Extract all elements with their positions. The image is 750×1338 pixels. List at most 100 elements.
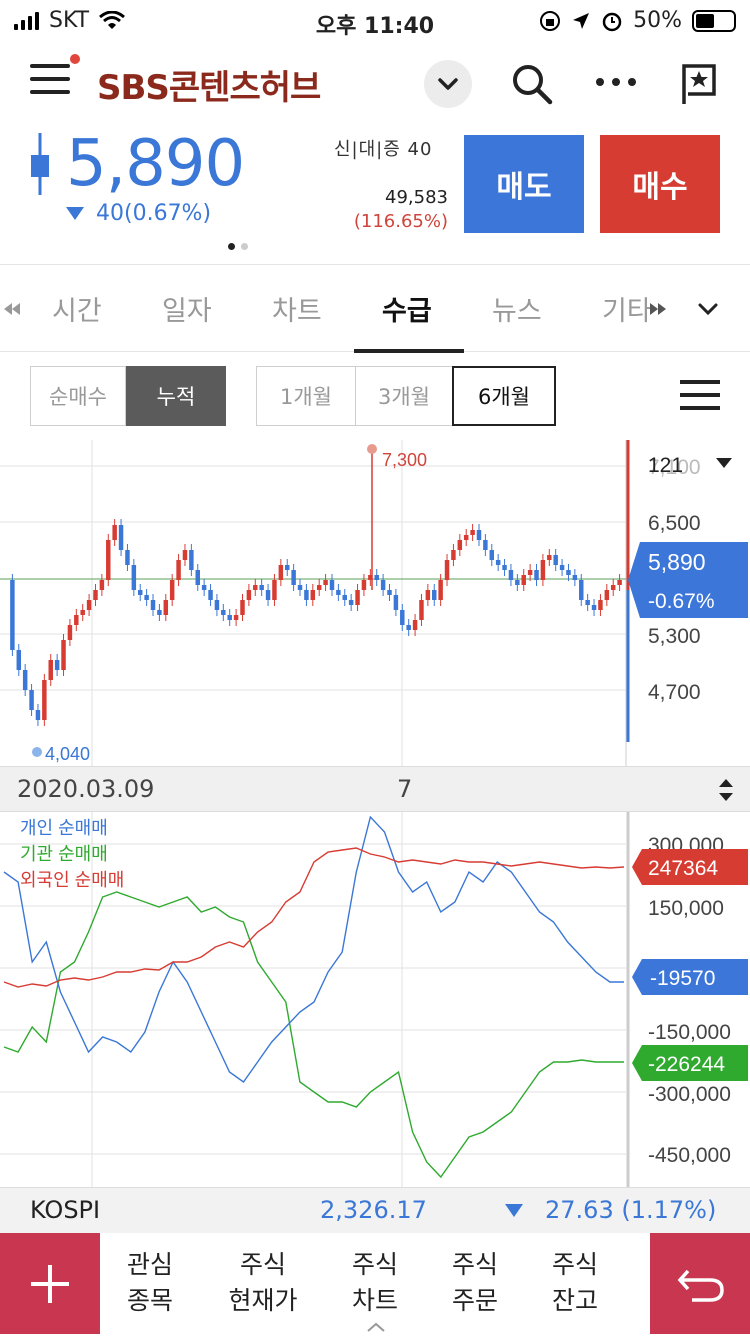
individual-value-tag [642,959,748,995]
tab-chart[interactable]: 차트 [272,296,322,327]
nav-current-price[interactable]: 주식 현재가 [213,1247,313,1319]
candle-body [125,550,130,565]
candle-body [527,570,533,575]
candle-body [214,600,220,610]
bookmark-flag-icon[interactable] [680,62,720,106]
candle-body [521,575,526,585]
bottom-nav: 관심 종목 주식 현재가 주식 차트 주식 주문 주식 잔고 [0,1233,750,1334]
back-button[interactable] [650,1233,750,1334]
lock-rotation-icon [540,10,561,31]
tab-daily[interactable]: 일자 [162,296,212,327]
axis-label-6500: 6,500 [648,512,701,535]
candle-body [29,690,34,710]
candle-body [406,625,411,630]
candle-body [355,590,360,605]
candle-body [99,580,105,590]
list-menu-icon[interactable] [680,380,720,419]
candle-body [617,580,622,585]
candle-body [67,625,73,640]
buy-button[interactable]: 매수 [600,135,720,233]
nav-chart[interactable]: 주식 차트 [325,1247,425,1319]
candle-body [572,575,578,580]
series-individual-line [3,815,624,1083]
nav-balance[interactable]: 주식 잔고 [525,1247,625,1319]
wifi-icon [99,10,126,29]
clock: 오후 11:40 [315,14,435,39]
candle-body [131,565,137,590]
institution-value: -226244 [648,1053,725,1076]
tab-supply[interactable]: 수급 [382,296,432,327]
axis-dropdown-icon[interactable] [716,458,732,468]
kospi-ticker[interactable]: KOSPI 2,326.17 27.63 (1.17%) [0,1187,750,1233]
individual-value: -19570 [650,967,715,990]
mode-net-buy[interactable]: 순매수 [30,366,126,426]
axis-label-7100: 7,100 [648,456,701,479]
candle-body [310,590,316,600]
candle-body [144,595,149,600]
candle-body [463,535,469,540]
stock-dropdown-button[interactable] [424,60,472,108]
tab-news[interactable]: 뉴스 [492,296,542,327]
mode-cumulative[interactable]: 누적 [126,366,226,426]
candle-body [585,600,590,605]
high-marker [367,444,377,454]
filter-bar: 순매수 누적 1개월 3개월 6개월 [0,352,750,440]
scroll-right-icon[interactable] [650,303,666,315]
price-change: 40(0.67%) [66,201,211,226]
battery-percent: 50% [633,8,682,33]
nav-label: 관심 [126,1250,173,1279]
index-value: 2,326.17 [320,1196,427,1224]
foreign-value-tag [642,849,748,885]
candle-body [329,580,335,590]
candle-body [457,540,463,550]
active-tab-indicator [354,349,464,353]
candle-body [201,585,207,590]
period-3m[interactable]: 3개월 [355,366,453,426]
candle-body [393,595,399,610]
nav-label: 현재가 [228,1286,298,1315]
candle-body [182,550,188,560]
candle-body [400,610,405,625]
candle-body [508,570,514,580]
chevron-down-icon [438,78,458,90]
candle-body [374,575,379,580]
axis-label-5300: 5,300 [648,625,701,648]
scroll-left-icon[interactable] [4,303,20,315]
chevron-down-icon[interactable] [694,295,722,323]
tab-etc[interactable]: 기타 [602,296,650,327]
candle-body [444,560,450,580]
down-arrow-icon [505,1203,523,1217]
current-price-tag [640,542,748,618]
candle-body [387,590,392,595]
search-icon[interactable] [510,62,554,106]
investor-flow-chart[interactable]: 개인 순매매 기관 순매매 외국인 순매매 300,000 247364 150… [0,812,750,1187]
nav-label: 주식 [451,1250,498,1279]
start-date: 2020.03.09 [17,775,155,803]
candle-body [604,590,610,600]
menu-icon[interactable] [30,64,70,98]
candle-body [48,660,53,680]
price-chart[interactable]: 7,300 4,040 7,100 121 6,500 5,890 -0.67%… [0,440,750,766]
high-label: 7,300 [382,450,427,470]
more-icon[interactable] [595,74,637,90]
price-change-value: 40(0.67%) [96,201,212,226]
stock-title[interactable]: SBS콘텐츠허브 [97,68,321,108]
candle-body [61,640,66,670]
candle-body [559,565,565,570]
tab-time[interactable]: 시간 [52,296,102,327]
nav-watchlist[interactable]: 관심 종목 [100,1247,200,1319]
nav-label: 주식 [351,1250,398,1279]
series-institution-line [3,891,624,1179]
candle-body [304,590,309,600]
add-button[interactable] [0,1233,100,1334]
candle-body [80,610,85,615]
expand-icon[interactable] [718,779,734,801]
candle-body [272,580,277,600]
period-6m[interactable]: 6개월 [452,366,556,426]
sell-button[interactable]: 매도 [464,135,584,233]
alarm-icon [602,12,622,31]
tag-price: 5,890 [648,549,706,575]
period-1m[interactable]: 1개월 [256,366,356,426]
candle-body [169,580,175,600]
nav-order[interactable]: 주식 주문 [425,1247,525,1319]
